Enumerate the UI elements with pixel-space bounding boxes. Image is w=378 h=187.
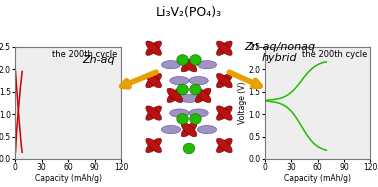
Ellipse shape bbox=[217, 138, 232, 153]
Y-axis label: Voltage (V): Voltage (V) bbox=[238, 82, 247, 124]
Ellipse shape bbox=[146, 106, 161, 120]
Ellipse shape bbox=[217, 106, 232, 120]
Ellipse shape bbox=[189, 76, 208, 85]
X-axis label: Capacity (mAh/g): Capacity (mAh/g) bbox=[284, 174, 351, 183]
Ellipse shape bbox=[195, 88, 211, 103]
Text: the 200th cycle: the 200th cycle bbox=[53, 50, 118, 59]
Ellipse shape bbox=[197, 125, 217, 134]
X-axis label: Capacity (mAh/g): Capacity (mAh/g) bbox=[34, 174, 102, 183]
Text: the 200th cycle: the 200th cycle bbox=[302, 50, 367, 59]
Ellipse shape bbox=[217, 138, 232, 153]
Text: Zn-aq/nonaq
hybrid: Zn-aq/nonaq hybrid bbox=[244, 42, 315, 63]
Circle shape bbox=[190, 55, 201, 65]
Circle shape bbox=[177, 84, 188, 95]
Circle shape bbox=[190, 114, 201, 124]
Ellipse shape bbox=[181, 122, 197, 137]
Ellipse shape bbox=[197, 61, 217, 69]
Ellipse shape bbox=[146, 41, 161, 55]
Circle shape bbox=[183, 143, 195, 154]
Ellipse shape bbox=[181, 57, 197, 72]
Ellipse shape bbox=[170, 109, 189, 117]
Ellipse shape bbox=[170, 76, 189, 85]
Circle shape bbox=[190, 84, 201, 95]
Ellipse shape bbox=[217, 41, 232, 55]
Ellipse shape bbox=[167, 88, 183, 103]
Ellipse shape bbox=[181, 122, 197, 137]
Ellipse shape bbox=[146, 41, 161, 55]
Ellipse shape bbox=[146, 73, 161, 88]
Ellipse shape bbox=[217, 106, 232, 120]
Ellipse shape bbox=[217, 73, 232, 88]
Ellipse shape bbox=[217, 41, 232, 55]
Ellipse shape bbox=[146, 138, 161, 153]
Ellipse shape bbox=[146, 106, 161, 120]
Ellipse shape bbox=[189, 109, 208, 117]
Ellipse shape bbox=[161, 61, 181, 69]
Ellipse shape bbox=[146, 138, 161, 153]
Ellipse shape bbox=[179, 94, 199, 102]
Ellipse shape bbox=[181, 57, 197, 72]
Circle shape bbox=[177, 55, 188, 65]
Circle shape bbox=[177, 114, 188, 124]
Text: Li₃V₂(PO₄)₃: Li₃V₂(PO₄)₃ bbox=[156, 6, 222, 19]
Text: Zn-aq: Zn-aq bbox=[82, 55, 115, 65]
Ellipse shape bbox=[178, 78, 200, 119]
Ellipse shape bbox=[167, 88, 183, 103]
Ellipse shape bbox=[217, 73, 232, 88]
Ellipse shape bbox=[146, 73, 161, 88]
Ellipse shape bbox=[161, 125, 181, 134]
Ellipse shape bbox=[195, 88, 211, 103]
